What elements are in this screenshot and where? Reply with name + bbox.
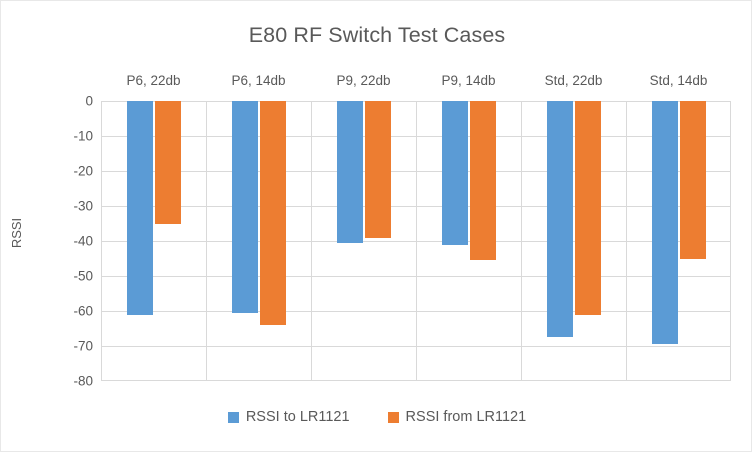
bar	[259, 101, 286, 325]
legend-entry[interactable]: RSSI to LR1121	[227, 409, 350, 425]
y-axis-tick-label: -30	[73, 198, 93, 214]
bar	[364, 101, 391, 238]
legend-entry[interactable]: RSSI from LR1121	[387, 409, 527, 425]
bar	[679, 101, 706, 259]
legend-label: RSSI to LR1121	[245, 409, 350, 425]
y-axis-tick-label: -50	[73, 268, 93, 284]
bar	[546, 101, 573, 338]
y-axis-tick-label: -20	[73, 163, 93, 179]
category-label: P9, 14db	[441, 73, 496, 88]
bar	[469, 101, 496, 261]
chart-title: E80 RF Switch Test Cases	[248, 23, 506, 47]
bar	[651, 101, 678, 345]
bar	[231, 101, 258, 313]
bar	[126, 101, 153, 315]
legend-label: RSSI from LR1121	[405, 409, 527, 425]
y-axis-tick-label: 0	[85, 93, 93, 109]
category-label: Std, 22db	[544, 73, 603, 88]
y-axis-tick-label: -40	[73, 233, 93, 249]
category-label: P6, 22db	[126, 73, 181, 88]
category-label: Std, 14db	[649, 73, 708, 88]
legend-swatch-icon	[227, 411, 239, 423]
bar	[336, 101, 363, 243]
gridline	[626, 101, 627, 381]
bar-series-layer	[101, 101, 731, 381]
gridline	[206, 101, 207, 381]
bar	[441, 101, 468, 245]
y-axis-tick-label: -80	[73, 373, 93, 389]
category-label: P6, 14db	[231, 73, 286, 88]
y-axis-tick-label: -60	[73, 303, 93, 319]
y-axis-tick-label: -10	[73, 128, 93, 144]
category-label: P9, 22db	[336, 73, 391, 88]
legend-swatch-icon	[387, 411, 399, 423]
gridline	[311, 101, 312, 381]
bar	[574, 101, 601, 315]
bar	[154, 101, 181, 224]
y-axis-tick-label: -70	[73, 338, 93, 354]
chart-legend: RSSI to LR1121 RSSI from LR1121	[1, 409, 751, 425]
category-axis-labels: P6, 22db P6, 14db P9, 22db P9, 14db Std, 22d…	[101, 69, 731, 93]
y-axis-tick-labels: 0 -10 -20 -30 -40 -50 -60 -70 -80	[33, 94, 93, 389]
gridline	[521, 101, 522, 381]
y-axis-title: RSSI	[9, 217, 24, 249]
gridline	[416, 101, 417, 381]
